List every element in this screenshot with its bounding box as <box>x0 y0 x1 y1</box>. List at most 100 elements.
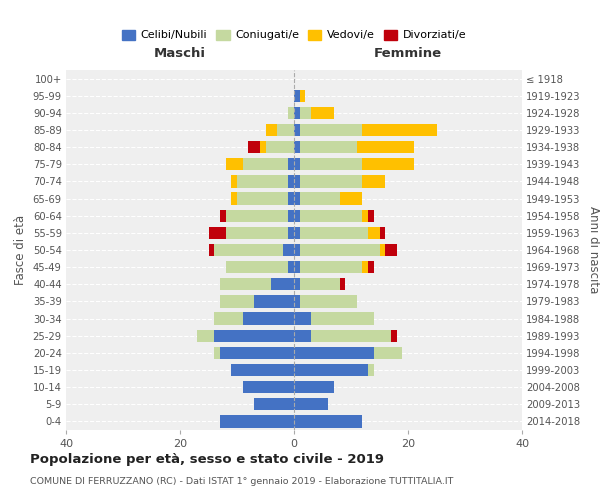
Bar <box>311 106 334 119</box>
Bar <box>254 296 294 308</box>
Bar <box>289 158 294 170</box>
Bar <box>368 261 374 274</box>
Bar <box>362 210 368 222</box>
Bar <box>289 106 294 119</box>
Bar <box>300 226 368 239</box>
Bar <box>209 226 226 239</box>
Bar <box>294 226 300 239</box>
Bar <box>294 398 328 410</box>
Bar <box>265 124 277 136</box>
Bar <box>232 364 294 376</box>
Bar <box>300 192 340 204</box>
Bar <box>362 158 414 170</box>
Bar <box>277 124 294 136</box>
Bar <box>300 261 362 274</box>
Bar <box>226 226 289 239</box>
Bar <box>226 261 289 274</box>
Bar <box>232 192 237 204</box>
Bar <box>289 226 294 239</box>
Bar <box>242 312 294 324</box>
Bar <box>340 278 346 290</box>
Bar <box>289 261 294 274</box>
Bar <box>294 381 334 394</box>
Bar <box>300 210 362 222</box>
Bar <box>294 158 300 170</box>
Bar <box>214 330 294 342</box>
Bar <box>300 296 356 308</box>
Bar <box>340 192 362 204</box>
Bar <box>294 141 300 154</box>
Bar <box>294 176 300 188</box>
Bar <box>294 106 300 119</box>
Bar <box>289 192 294 204</box>
Bar <box>362 176 385 188</box>
Text: Femmine: Femmine <box>374 46 442 60</box>
Bar <box>362 124 437 136</box>
Bar <box>362 261 368 274</box>
Legend: Celibi/Nubili, Coniugati/e, Vedovi/e, Divorziati/e: Celibi/Nubili, Coniugati/e, Vedovi/e, Di… <box>118 25 470 45</box>
Bar <box>226 158 242 170</box>
Bar <box>260 141 265 154</box>
Bar <box>368 226 380 239</box>
Bar <box>300 244 380 256</box>
Bar <box>294 244 300 256</box>
Bar <box>380 244 385 256</box>
Bar <box>220 416 294 428</box>
Bar <box>300 176 362 188</box>
Bar <box>294 364 368 376</box>
Bar <box>237 192 289 204</box>
Bar <box>243 158 289 170</box>
Bar <box>220 210 226 222</box>
Bar <box>368 210 374 222</box>
Bar <box>294 90 300 102</box>
Bar <box>214 244 283 256</box>
Bar <box>271 278 294 290</box>
Bar <box>300 141 356 154</box>
Bar <box>220 278 271 290</box>
Bar <box>232 176 237 188</box>
Bar <box>289 176 294 188</box>
Bar <box>368 364 374 376</box>
Bar <box>209 244 214 256</box>
Bar <box>220 296 254 308</box>
Bar <box>294 312 311 324</box>
Bar <box>294 346 374 359</box>
Bar <box>294 278 300 290</box>
Y-axis label: Fasce di età: Fasce di età <box>14 215 27 285</box>
Bar <box>385 244 397 256</box>
Bar <box>237 176 289 188</box>
Bar <box>283 244 294 256</box>
Bar <box>294 210 300 222</box>
Bar <box>226 210 289 222</box>
Bar <box>294 124 300 136</box>
Bar <box>294 416 362 428</box>
Bar <box>248 141 260 154</box>
Bar <box>300 124 362 136</box>
Bar <box>214 312 242 324</box>
Bar <box>300 158 362 170</box>
Bar <box>294 296 300 308</box>
Bar <box>242 381 294 394</box>
Bar <box>294 330 311 342</box>
Text: COMUNE DI FERRUZZANO (RC) - Dati ISTAT 1° gennaio 2019 - Elaborazione TUTTITALIA: COMUNE DI FERRUZZANO (RC) - Dati ISTAT 1… <box>30 478 454 486</box>
Y-axis label: Anni di nascita: Anni di nascita <box>587 206 600 294</box>
Bar <box>197 330 214 342</box>
Bar <box>294 261 300 274</box>
Bar <box>300 278 340 290</box>
Bar <box>380 226 385 239</box>
Text: Maschi: Maschi <box>154 46 206 60</box>
Bar <box>391 330 397 342</box>
Bar <box>300 90 305 102</box>
Bar <box>300 106 311 119</box>
Bar <box>289 210 294 222</box>
Bar <box>254 398 294 410</box>
Bar <box>311 330 391 342</box>
Bar <box>356 141 414 154</box>
Bar <box>265 141 294 154</box>
Bar <box>374 346 403 359</box>
Bar <box>220 346 294 359</box>
Bar <box>311 312 374 324</box>
Bar <box>294 192 300 204</box>
Text: Popolazione per età, sesso e stato civile - 2019: Popolazione per età, sesso e stato civil… <box>30 452 384 466</box>
Bar <box>214 346 220 359</box>
